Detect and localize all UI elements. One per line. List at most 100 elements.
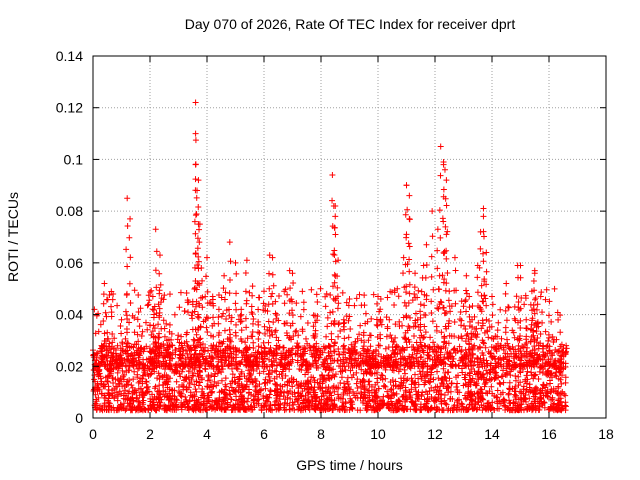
data-point [209,354,216,361]
data-point [467,393,474,400]
data-point [135,308,142,315]
data-point [104,346,111,353]
data-point [360,370,367,377]
data-point [356,291,363,298]
data-point [266,391,273,398]
data-point [562,407,569,414]
data-point [139,375,146,382]
data-point [276,343,283,350]
data-point [218,313,225,320]
data-point [109,343,116,350]
data-point [223,307,230,314]
data-point [465,335,472,342]
data-point [249,283,256,290]
data-point [380,393,387,400]
data-point [182,376,189,383]
data-point [379,372,386,379]
data-point [183,289,190,296]
data-point [480,376,487,383]
data-point [555,405,562,412]
data-point [466,304,473,311]
data-point [520,386,527,393]
data-point [331,224,338,231]
data-point [268,293,275,300]
data-point [392,360,399,367]
data-point [198,376,205,383]
data-point [523,340,530,347]
data-point [397,400,404,407]
data-point [424,391,431,398]
data-point [442,344,449,351]
data-point [171,367,178,374]
data-point [131,287,138,294]
data-point [212,399,219,406]
data-point [531,350,538,357]
data-point [326,367,333,374]
data-point [265,406,272,413]
data-point [123,381,130,388]
data-point [395,293,402,300]
data-point [296,366,303,373]
data-point [286,335,293,342]
data-point [122,308,129,315]
data-point [233,270,240,277]
data-point [514,262,521,269]
data-point [486,369,493,376]
data-point [237,389,244,396]
data-point [242,315,249,322]
data-point [539,381,546,388]
data-point [466,372,473,379]
data-point [557,352,564,359]
data-point [93,312,100,319]
data-point [428,273,435,280]
data-point [480,250,487,257]
data-point [558,341,565,348]
data-point [123,312,130,319]
data-point [419,274,426,281]
data-point [283,319,290,326]
data-point [471,342,478,349]
data-point [234,366,241,373]
data-point [419,373,426,380]
data-point [111,407,118,414]
data-point [194,245,201,252]
data-point [430,286,437,293]
data-point [367,402,374,409]
data-point [238,392,245,399]
data-point [273,392,280,399]
data-point [295,389,302,396]
data-point [187,345,194,352]
data-point [253,361,260,368]
data-point [352,340,359,347]
data-point [108,349,115,356]
data-point [510,355,517,362]
data-point [510,329,517,336]
data-point [266,367,273,374]
data-point [353,357,360,364]
data-point [404,344,411,351]
data-point [324,396,331,403]
data-point [319,373,326,380]
data-point [512,377,519,384]
data-point [515,348,522,355]
data-point [558,349,565,356]
data-point [444,228,451,235]
data-point [537,387,544,394]
data-point [99,347,106,354]
data-point [220,348,227,355]
data-point [101,280,108,287]
data-point [129,384,136,391]
data-point [111,335,118,342]
data-point [531,398,538,405]
data-point [340,390,347,397]
data-point [332,231,339,238]
data-point [116,377,123,384]
data-point [203,406,210,413]
data-point [183,331,190,338]
data-point [195,314,202,321]
data-point [270,282,277,289]
data-point [134,331,141,338]
data-point [273,334,280,341]
data-point [412,319,419,326]
data-point [408,381,415,388]
